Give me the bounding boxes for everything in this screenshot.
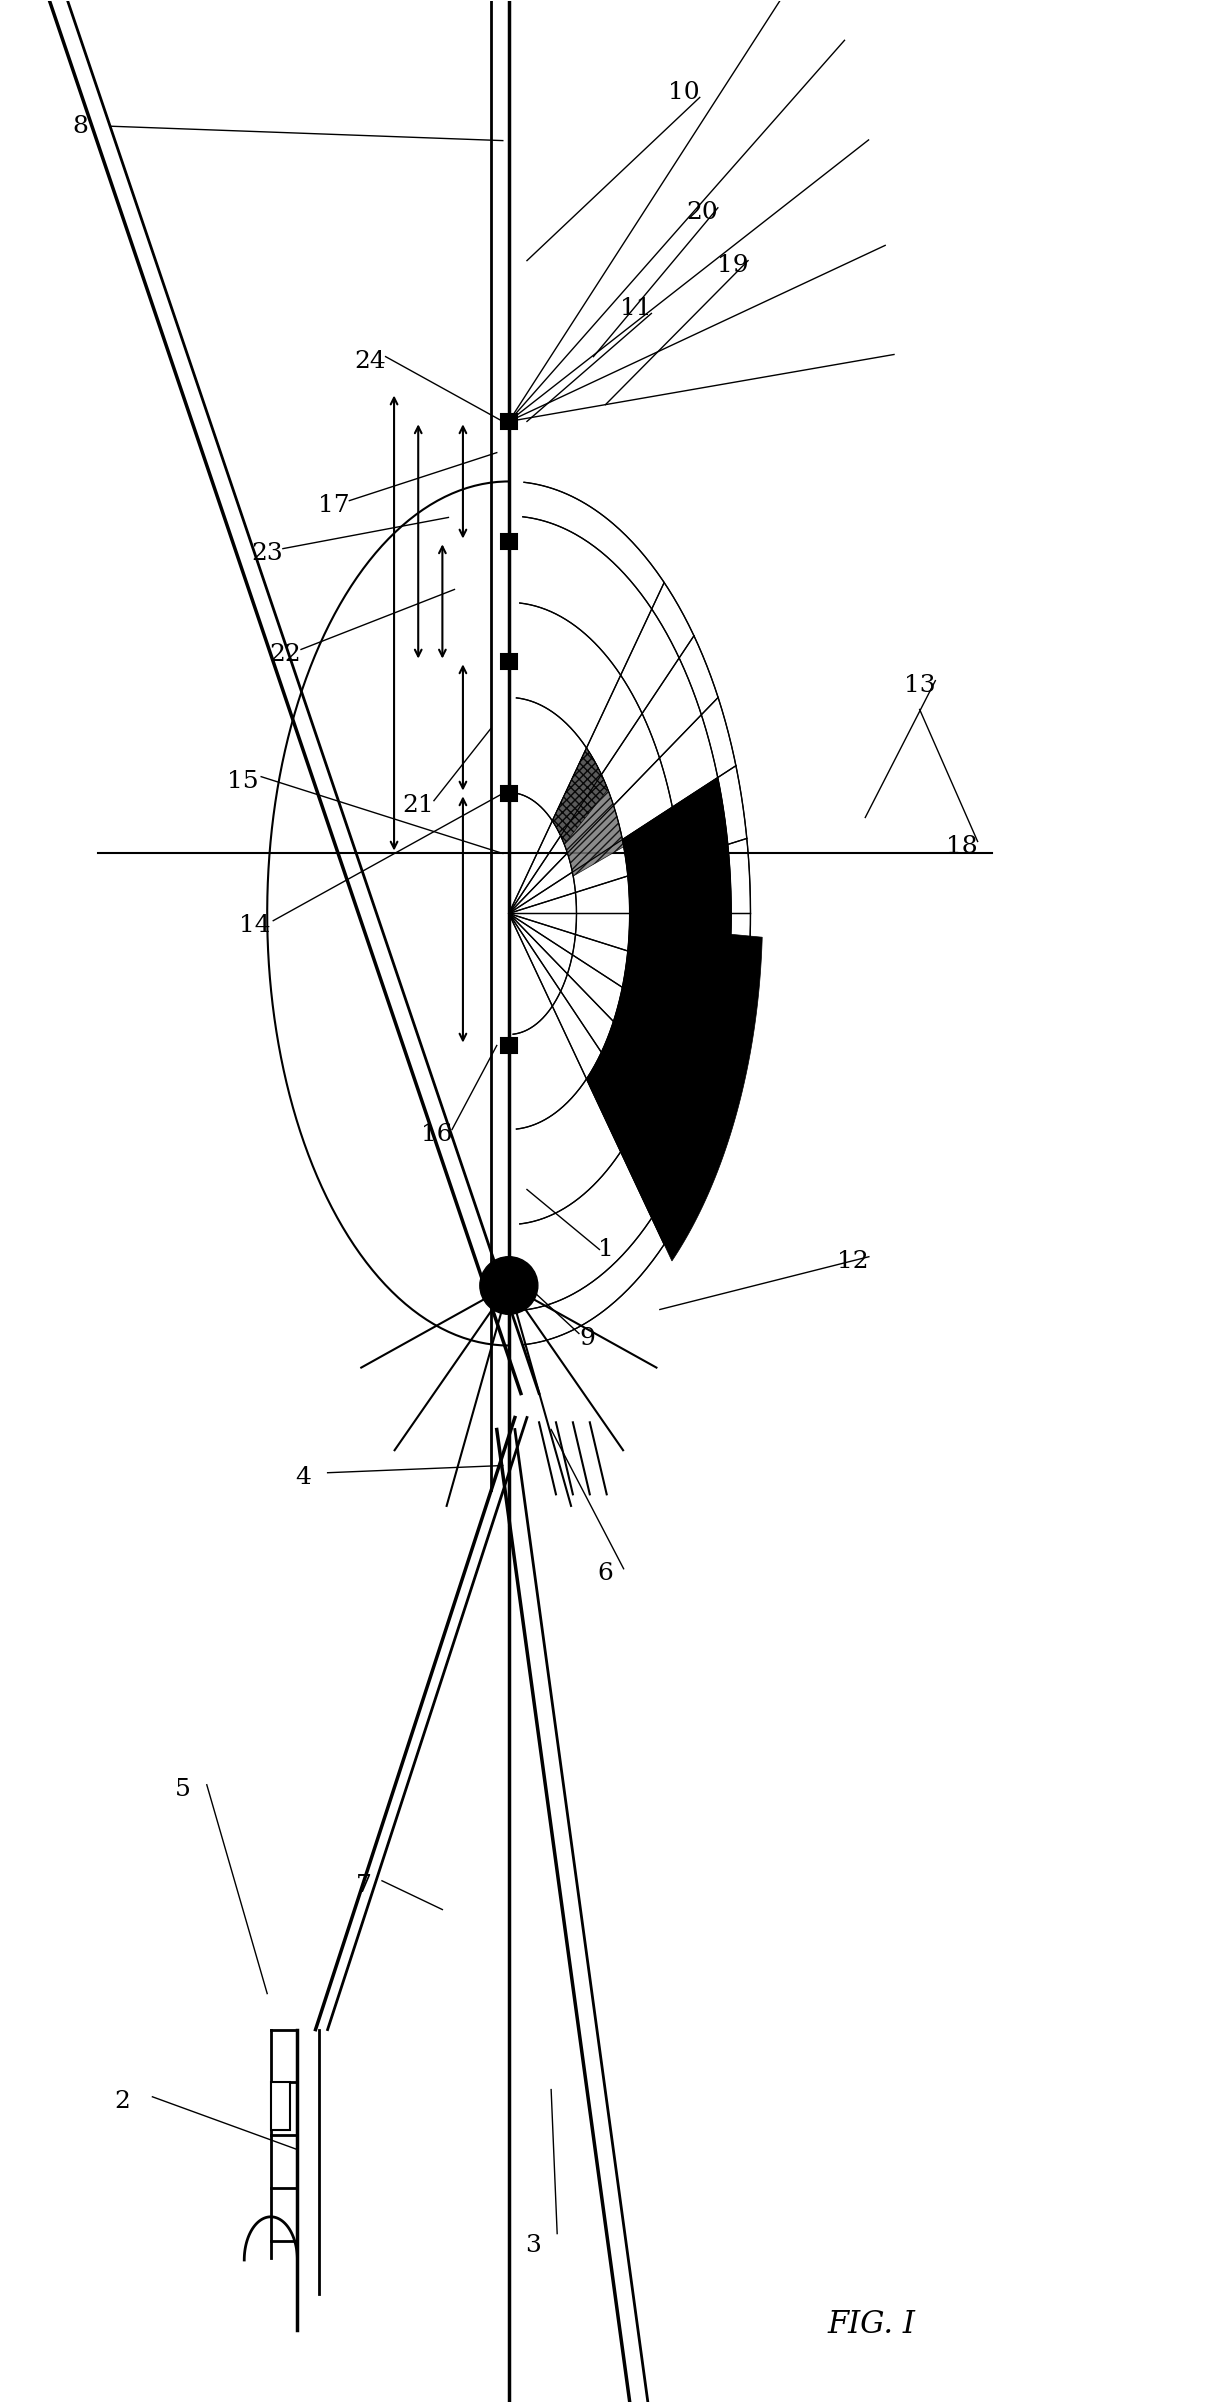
Text: FIG. I: FIG. I xyxy=(827,2309,916,2341)
Text: 24: 24 xyxy=(354,351,386,372)
Text: 23: 23 xyxy=(252,543,283,565)
Text: 15: 15 xyxy=(228,769,259,793)
Text: 9: 9 xyxy=(579,1326,596,1350)
Polygon shape xyxy=(552,747,608,843)
Text: 21: 21 xyxy=(402,793,434,817)
Polygon shape xyxy=(622,779,731,949)
Text: 16: 16 xyxy=(420,1122,452,1146)
Text: 3: 3 xyxy=(526,2235,541,2256)
Text: 22: 22 xyxy=(269,642,302,666)
Text: 17: 17 xyxy=(317,495,350,517)
Bar xyxy=(501,786,517,800)
Text: 2: 2 xyxy=(114,2091,130,2112)
Text: 5: 5 xyxy=(174,1778,190,1802)
Text: 18: 18 xyxy=(946,834,977,858)
Bar xyxy=(501,654,517,670)
Bar xyxy=(271,2083,291,2131)
Polygon shape xyxy=(552,747,624,877)
Text: 12: 12 xyxy=(837,1250,869,1274)
Text: 4: 4 xyxy=(295,1466,311,1490)
Circle shape xyxy=(480,1257,538,1314)
Polygon shape xyxy=(586,925,762,1262)
Bar xyxy=(501,413,517,430)
Text: 6: 6 xyxy=(597,1562,614,1586)
Text: 7: 7 xyxy=(356,1874,372,1896)
Text: 13: 13 xyxy=(903,673,935,697)
Bar xyxy=(501,1038,517,1053)
Text: 14: 14 xyxy=(240,913,271,937)
Text: 20: 20 xyxy=(687,202,718,223)
Text: 8: 8 xyxy=(71,115,88,137)
Text: 1: 1 xyxy=(597,1238,614,1262)
Text: 10: 10 xyxy=(668,82,700,103)
Bar xyxy=(501,533,517,550)
Text: 19: 19 xyxy=(717,255,748,276)
Text: 11: 11 xyxy=(620,298,652,320)
